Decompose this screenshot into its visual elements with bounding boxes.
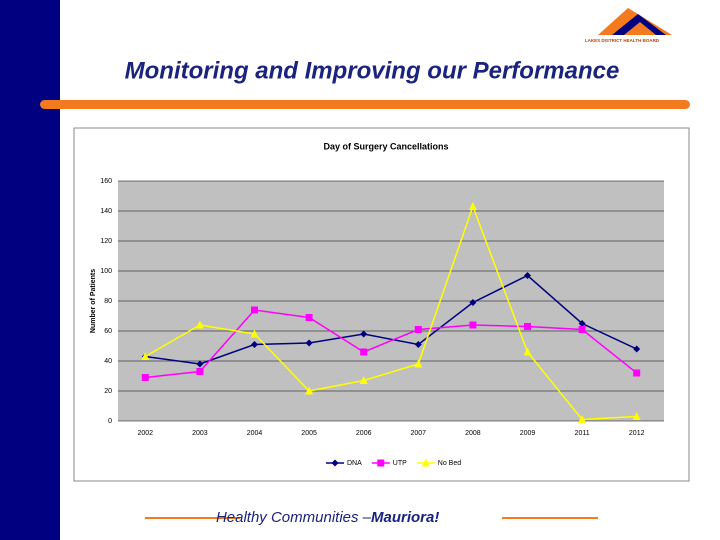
data-point bbox=[469, 321, 477, 329]
x-tick-label: 2003 bbox=[192, 430, 208, 437]
data-point bbox=[196, 368, 204, 375]
orange-rule bbox=[40, 100, 690, 109]
logo-shape bbox=[624, 22, 656, 35]
data-point bbox=[468, 202, 477, 210]
series-line bbox=[145, 274, 638, 365]
data-point bbox=[524, 323, 531, 330]
data-point bbox=[633, 369, 641, 377]
y-tick-label: 20 bbox=[104, 388, 112, 395]
series-line bbox=[145, 309, 638, 379]
data-point bbox=[414, 341, 422, 348]
data-point bbox=[196, 360, 204, 368]
x-tick-label: 2005 bbox=[301, 430, 317, 437]
data-point bbox=[414, 326, 422, 333]
data-point bbox=[523, 347, 532, 356]
data-point bbox=[359, 376, 368, 384]
data-point bbox=[414, 359, 423, 368]
x-tick-label: 2008 bbox=[465, 430, 481, 437]
x-tick-label: 2012 bbox=[629, 430, 645, 437]
legend-label: DNA bbox=[347, 460, 362, 467]
chart: Day of Surgery Cancellations Number of Pa… bbox=[90, 141, 664, 467]
chart-title: Day of Surgery Cancellations bbox=[323, 141, 448, 151]
legend-label: UTP bbox=[393, 460, 407, 467]
y-tick-label: 0 bbox=[108, 418, 112, 425]
y-tick-label: 100 bbox=[100, 268, 112, 275]
data-point bbox=[305, 339, 313, 347]
data-point bbox=[360, 330, 368, 338]
slide-title: Monitoring and Improving our Performance bbox=[125, 57, 620, 84]
logo-text: LAKES DISTRICT HEALTH BOARD bbox=[585, 38, 660, 43]
y-tick-label: 140 bbox=[100, 208, 112, 215]
y-tick-label: 80 bbox=[104, 298, 112, 305]
data-point bbox=[250, 329, 259, 338]
x-tick-label: 2009 bbox=[520, 430, 536, 437]
y-tick-label: 40 bbox=[104, 358, 112, 365]
data-point bbox=[141, 352, 150, 360]
x-tick-label: 2002 bbox=[138, 430, 154, 437]
side-bar bbox=[0, 0, 60, 540]
y-axis-label: Number of Patients bbox=[90, 269, 97, 333]
data-point bbox=[377, 459, 385, 467]
y-tick-label: 160 bbox=[100, 178, 112, 185]
data-point bbox=[578, 320, 586, 327]
data-point bbox=[578, 415, 587, 423]
data-point bbox=[305, 386, 314, 395]
data-point bbox=[421, 458, 430, 467]
data-point bbox=[360, 348, 368, 356]
x-tick-label: 2004 bbox=[247, 430, 263, 437]
data-point bbox=[524, 272, 531, 279]
y-tick-label: 120 bbox=[100, 238, 112, 245]
data-point bbox=[195, 320, 204, 329]
data-point bbox=[251, 341, 258, 348]
legend-label: No Bed bbox=[438, 460, 461, 467]
data-point bbox=[633, 345, 641, 353]
data-point bbox=[632, 412, 641, 420]
footer-text: Healthy Communities – bbox=[216, 509, 372, 526]
data-point bbox=[251, 306, 258, 314]
data-point bbox=[469, 299, 477, 306]
footer-emphasis: Mauriora! bbox=[371, 509, 439, 526]
x-tick-label: 2006 bbox=[356, 430, 372, 437]
y-tick-label: 60 bbox=[104, 328, 112, 335]
data-point bbox=[578, 326, 586, 333]
data-point bbox=[331, 459, 339, 467]
logo bbox=[598, 8, 672, 35]
x-tick-label: 2007 bbox=[411, 430, 427, 437]
x-tick-label: 2011 bbox=[575, 430, 590, 437]
data-point bbox=[305, 314, 313, 321]
series-line bbox=[144, 204, 637, 421]
data-point bbox=[141, 374, 149, 381]
